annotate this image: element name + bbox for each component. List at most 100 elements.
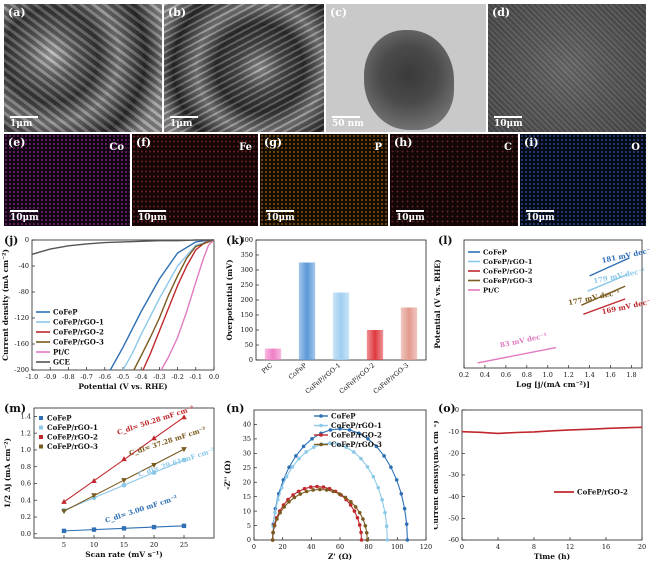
legend-label: CoFeP/rGO-2 bbox=[47, 433, 98, 442]
data-point bbox=[278, 510, 282, 515]
y-tick-label: 0.8 bbox=[21, 463, 31, 471]
legend-label: CoFeP/rGO-2 bbox=[331, 431, 382, 440]
x-tick-label: 15 bbox=[120, 541, 128, 549]
data-point bbox=[310, 437, 314, 441]
scale-bar bbox=[332, 116, 360, 118]
data-point bbox=[121, 482, 127, 488]
panel-label: (f) bbox=[136, 136, 152, 149]
x-tick-label: -0.8 bbox=[62, 373, 75, 381]
panel-label: (g) bbox=[264, 136, 283, 149]
legend-label: CoFeP/rGO-3 bbox=[47, 442, 98, 451]
data-point bbox=[292, 495, 297, 500]
data-point bbox=[357, 510, 362, 515]
eds-map-c: (h) C 10μm bbox=[390, 134, 518, 226]
data-point bbox=[308, 485, 313, 489]
legend-label: Pt/C bbox=[53, 348, 70, 357]
y-tick-label: 0.2 bbox=[21, 513, 31, 521]
data-point bbox=[121, 456, 127, 462]
panel-label: (m) bbox=[4, 402, 26, 415]
y-axis-label: Overpotential (mV) bbox=[225, 259, 234, 340]
tafel-line-cofep-rgo-3 bbox=[580, 285, 626, 306]
scale-bar bbox=[10, 116, 38, 118]
x-tick-label: 1.8 bbox=[626, 371, 636, 379]
plot-frame bbox=[463, 239, 643, 369]
y-tick-label: 0 bbox=[455, 406, 459, 414]
panel-label: (j) bbox=[4, 234, 18, 247]
x-tick-label: 20 bbox=[150, 541, 158, 549]
data-point bbox=[405, 538, 410, 542]
data-point bbox=[349, 499, 353, 504]
scale-label: 10μm bbox=[396, 213, 425, 223]
data-point bbox=[181, 447, 187, 453]
legend-label: CoFeP/rGO-1 bbox=[331, 421, 382, 430]
x-tick-label: 1.6 bbox=[605, 371, 615, 379]
panel-label: (a) bbox=[8, 6, 26, 19]
data-point bbox=[298, 492, 303, 496]
x-tick-label: 20 bbox=[279, 543, 287, 551]
y-tick-label: -20 bbox=[449, 450, 459, 458]
x-tick-label: 10 bbox=[90, 541, 98, 549]
scale-bar bbox=[138, 210, 166, 212]
data-point bbox=[181, 414, 187, 420]
data-point bbox=[181, 523, 187, 529]
bar-cofep-rgo-2 bbox=[366, 330, 384, 360]
scale-label: 10μm bbox=[494, 119, 523, 129]
element-label: Co bbox=[109, 142, 124, 153]
nanoparticle bbox=[364, 30, 454, 130]
y-tick-label: 0.6 bbox=[21, 480, 31, 488]
panel-label: (d) bbox=[492, 6, 511, 19]
y-tick-label: -160 bbox=[14, 340, 29, 348]
x-tick-label: 4 bbox=[496, 543, 500, 551]
scale-label: 50 nm bbox=[332, 119, 364, 129]
scale-label: 1μm bbox=[170, 119, 193, 129]
scale-bar bbox=[526, 210, 554, 212]
data-point bbox=[359, 456, 363, 461]
y-tick-label: -40 bbox=[449, 493, 459, 501]
data-point bbox=[327, 486, 332, 491]
scale-label: 10μm bbox=[266, 213, 295, 223]
chart-l-tafel: (l) 0.2 0.4 0.6 0.8 1.0 1.2 1.4 1.6 1.8 Log [j/(mA… bbox=[434, 234, 650, 389]
x-tick-label: 0.6 bbox=[501, 371, 511, 379]
bar-cofep-rgo-3 bbox=[400, 307, 418, 360]
data-point bbox=[385, 538, 390, 542]
x-tick-label: 8 bbox=[532, 543, 536, 551]
plot-frame bbox=[461, 409, 643, 541]
y-axis-label: -Z'' (Ω) bbox=[223, 460, 232, 490]
legend-label: CoFeP/rGO-3 bbox=[331, 440, 382, 449]
y-tick-label: 1.4 bbox=[21, 413, 31, 421]
data-point bbox=[271, 531, 275, 535]
data-point bbox=[364, 531, 369, 535]
legend-label: CoFeP/rGO-1 bbox=[53, 318, 104, 327]
data-point bbox=[279, 485, 284, 490]
data-point bbox=[302, 486, 307, 491]
x-tick-label: 80 bbox=[365, 543, 373, 551]
x-tick-label: 100 bbox=[391, 543, 403, 551]
x-tick-label: -0.7 bbox=[80, 373, 93, 381]
data-point bbox=[276, 497, 280, 502]
stability-line bbox=[461, 426, 643, 435]
y-tick-label: -60 bbox=[449, 536, 459, 544]
data-point bbox=[311, 488, 316, 492]
x-tick-label: CoFeP/rGO-3 bbox=[372, 361, 411, 395]
data-point bbox=[287, 465, 291, 469]
legend-label: CoFeP bbox=[53, 308, 78, 317]
data-point bbox=[365, 465, 370, 469]
data-point bbox=[394, 478, 399, 482]
data-point bbox=[151, 463, 157, 469]
data-point bbox=[328, 441, 332, 446]
y-tick-label: 1.2 bbox=[21, 429, 31, 437]
scale-bar bbox=[396, 210, 424, 212]
data-point bbox=[290, 465, 295, 469]
series-line-gce bbox=[31, 239, 214, 255]
legend-marker bbox=[319, 414, 323, 418]
legend-label: CoFeP/rGO-3 bbox=[483, 277, 533, 285]
y-tick-label: -10 bbox=[449, 428, 459, 436]
slope-annotation: 181 mV dec⁻¹ bbox=[601, 245, 650, 265]
chart-n-eis: (n) 0 20 40 60 80 100 120 0 5 10 15 20 25 30 35 40 Z' (Ω)… bbox=[223, 402, 432, 561]
data-point bbox=[347, 428, 352, 432]
data-point bbox=[284, 474, 289, 479]
bar-cofep bbox=[298, 262, 316, 360]
scale-bar bbox=[266, 210, 294, 212]
x-axis-label: Z' (Ω) bbox=[328, 552, 352, 561]
y-tick-label: -50 bbox=[449, 515, 459, 523]
